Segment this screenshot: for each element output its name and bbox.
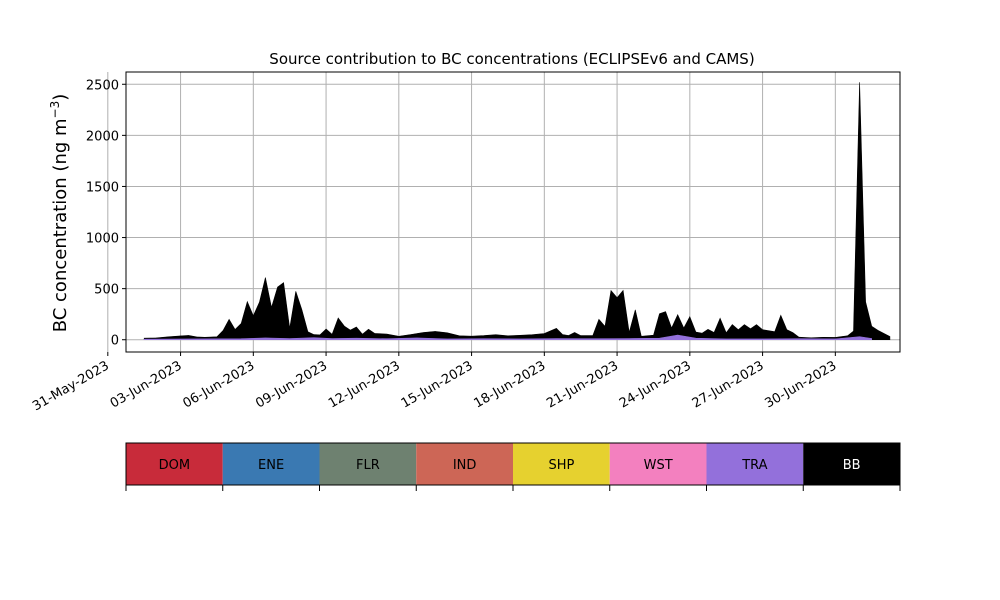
legend-label-wst: WST bbox=[644, 458, 673, 473]
legend-swatch-flr bbox=[319, 443, 417, 485]
legend-label-flr: FLR bbox=[356, 458, 380, 473]
x-tick-label: 31-May-2023 bbox=[30, 358, 112, 414]
legend-swatch-ene bbox=[222, 443, 320, 485]
x-tick-label: 27-Jun-2023 bbox=[690, 358, 767, 411]
plot-frame bbox=[125, 71, 901, 353]
legend-label-shp: SHP bbox=[548, 458, 574, 473]
x-tick-label: 24-Jun-2023 bbox=[617, 358, 694, 411]
legend-label-dom: DOM bbox=[159, 458, 190, 473]
legend-swatch-wst bbox=[609, 443, 707, 485]
y-tick-label: 0 bbox=[111, 334, 119, 349]
y-tick-label: 2500 bbox=[86, 78, 119, 93]
legend-label-bb: BB bbox=[843, 458, 861, 473]
x-tick-label: 30-Jun-2023 bbox=[763, 358, 840, 411]
legend-swatch-shp bbox=[513, 443, 610, 485]
legend-label-ene: ENE bbox=[258, 458, 284, 473]
y-axis-label-main: BC concentration (ng m bbox=[50, 118, 71, 332]
series-layer bbox=[143, 82, 891, 340]
y-tick-label: 1000 bbox=[86, 232, 119, 247]
y-tick-label: 1500 bbox=[86, 180, 119, 195]
series-area-tra bbox=[143, 334, 872, 340]
series-area-bb bbox=[143, 82, 891, 340]
legend-frame bbox=[125, 442, 901, 486]
chart-title: Source contribution to BC concentrations… bbox=[269, 50, 754, 68]
x-tick-label: 15-Jun-2023 bbox=[399, 358, 476, 411]
legend-swatch-bb bbox=[803, 443, 900, 485]
x-tick-label: 18-Jun-2023 bbox=[472, 358, 549, 411]
legend: DOM ENE FLR IND SHP WST TRA BB bbox=[125, 442, 901, 491]
y-tick-label: 500 bbox=[94, 283, 119, 298]
x-tick-label: 12-Jun-2023 bbox=[326, 358, 403, 411]
legend-swatch-ind bbox=[416, 443, 513, 485]
grid bbox=[107, 72, 900, 352]
y-axis-label: BC concentration (ng m−3) bbox=[48, 94, 71, 333]
legend-label-tra: TRA bbox=[741, 458, 767, 473]
x-tick-label: 06-Jun-2023 bbox=[180, 358, 257, 411]
legend-swatch-dom bbox=[126, 443, 223, 485]
x-tick-label: 09-Jun-2023 bbox=[253, 358, 330, 411]
x-tick-label: 03-Jun-2023 bbox=[108, 358, 185, 411]
legend-label-ind: IND bbox=[453, 458, 477, 473]
legend-swatch-tra bbox=[706, 443, 804, 485]
x-tick-label: 21-Jun-2023 bbox=[544, 358, 621, 411]
y-axis-label-exponent: −3 bbox=[48, 101, 62, 119]
y-tick-label: 2000 bbox=[86, 129, 119, 144]
axis-ticks: 0 500 1000 1500 2000 2500 31-May-202303-Jun-20… bbox=[30, 78, 839, 414]
y-axis-label-close: ) bbox=[50, 94, 71, 101]
